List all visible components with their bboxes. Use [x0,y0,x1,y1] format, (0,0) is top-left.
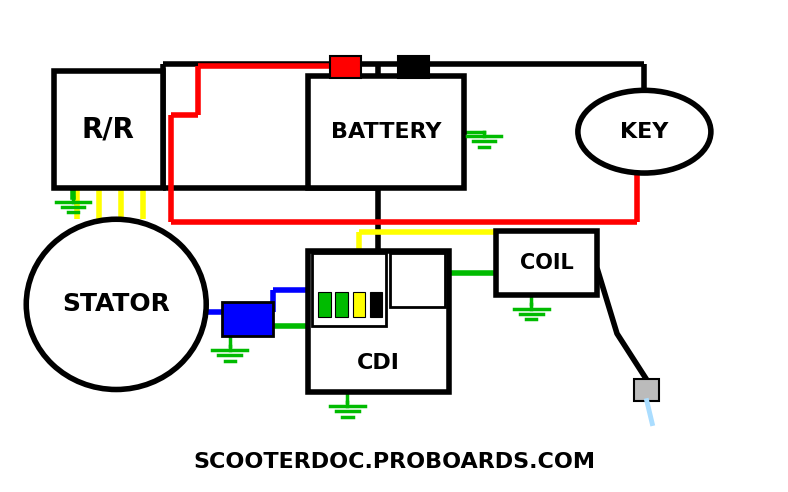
Bar [390,253,445,307]
Bar [318,292,331,316]
Text: BATTERY: BATTERY [331,122,441,142]
Bar [308,76,464,187]
Text: KEY: KEY [620,122,668,142]
Text: R/R: R/R [82,115,135,143]
Bar [496,231,597,295]
Text: SCOOTERDOC.PROBOARDS.COM: SCOOTERDOC.PROBOARDS.COM [193,453,595,472]
Bar [370,292,382,316]
Ellipse shape [26,219,206,390]
Text: COIL: COIL [520,253,574,273]
Bar [398,56,429,78]
Bar [330,56,361,78]
Bar [312,253,386,326]
Bar [222,302,273,336]
Text: CDI: CDI [357,353,400,373]
Bar [54,71,163,187]
Bar [308,251,449,392]
Circle shape [578,91,711,173]
Bar [634,379,660,400]
Text: STATOR: STATOR [62,292,170,316]
Bar [336,292,348,316]
Bar [352,292,365,316]
